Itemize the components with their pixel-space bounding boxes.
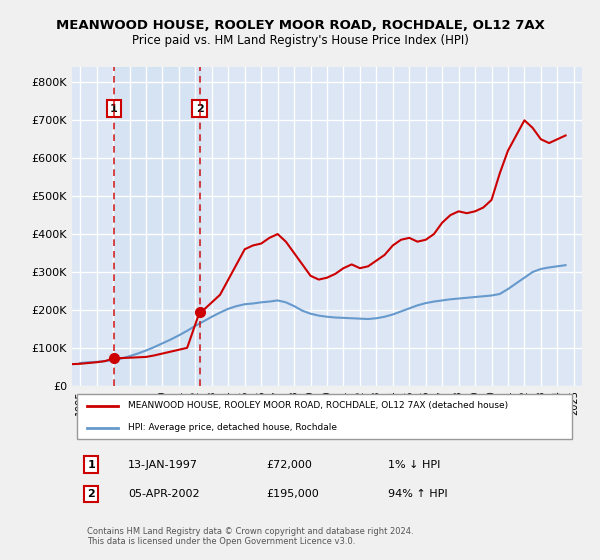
- Text: 2: 2: [196, 104, 203, 114]
- Text: £72,000: £72,000: [266, 460, 311, 470]
- Text: 13-JAN-1997: 13-JAN-1997: [128, 460, 198, 470]
- Bar: [114, 67, 200, 386]
- Text: Contains HM Land Registry data © Crown copyright and database right 2024.
This d: Contains HM Land Registry data © Crown c…: [88, 526, 414, 546]
- Text: 1: 1: [88, 460, 95, 470]
- Text: 2: 2: [88, 489, 95, 499]
- Text: £195,000: £195,000: [266, 489, 319, 499]
- Text: Price paid vs. HM Land Registry's House Price Index (HPI): Price paid vs. HM Land Registry's House …: [131, 34, 469, 47]
- FancyBboxPatch shape: [77, 394, 572, 439]
- Text: 94% ↑ HPI: 94% ↑ HPI: [388, 489, 448, 499]
- Text: 1: 1: [110, 104, 118, 114]
- Text: 05-APR-2002: 05-APR-2002: [128, 489, 200, 499]
- Text: MEANWOOD HOUSE, ROOLEY MOOR ROAD, ROCHDALE, OL12 7AX: MEANWOOD HOUSE, ROOLEY MOOR ROAD, ROCHDA…: [56, 18, 544, 32]
- Text: MEANWOOD HOUSE, ROOLEY MOOR ROAD, ROCHDALE, OL12 7AX (detached house): MEANWOOD HOUSE, ROOLEY MOOR ROAD, ROCHDA…: [128, 401, 508, 410]
- Text: HPI: Average price, detached house, Rochdale: HPI: Average price, detached house, Roch…: [128, 423, 337, 432]
- Text: 1% ↓ HPI: 1% ↓ HPI: [388, 460, 440, 470]
